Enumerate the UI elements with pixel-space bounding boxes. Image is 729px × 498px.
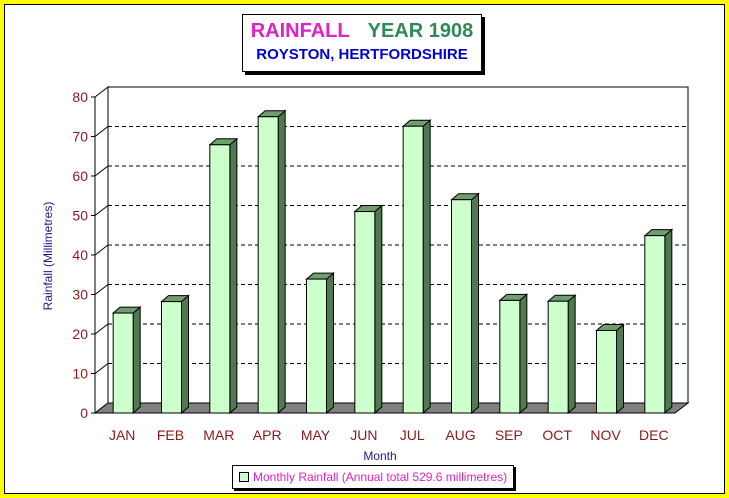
bar	[643, 228, 674, 415]
bar-side	[326, 272, 334, 415]
y-tick-label: 20	[72, 326, 88, 342]
bar	[208, 137, 239, 415]
y-tick-label: 80	[72, 89, 88, 105]
bar-side	[229, 137, 238, 415]
bar-side	[471, 192, 479, 415]
x-tick-label: MAY	[301, 427, 331, 443]
gridline-side	[94, 126, 109, 137]
bars	[111, 109, 674, 415]
bar-side	[664, 228, 673, 415]
bar-face	[499, 299, 521, 414]
bar-face	[209, 144, 231, 414]
y-tick-label: 70	[72, 129, 88, 145]
y-tick-label: 50	[72, 208, 88, 224]
y-tick-label: 60	[72, 168, 88, 184]
y-axis-ticks: 0 10 20 30 40 50 60 70 80	[72, 89, 96, 421]
bar	[256, 109, 287, 415]
x-tick-label: NOV	[590, 427, 621, 443]
bar-side	[132, 305, 141, 415]
bar	[353, 204, 384, 415]
gridline-side	[94, 363, 109, 374]
bar-side	[181, 294, 189, 415]
bar-side	[519, 293, 528, 415]
chart-subtitle: ROYSTON, HERTFORDSHIRE	[256, 46, 468, 63]
legend: Monthly Rainfall (Annual total 529.6 mil…	[232, 465, 515, 489]
x-tick-label: AUG	[445, 427, 475, 443]
x-tick-label: JUN	[350, 427, 377, 443]
legend-swatch	[239, 472, 249, 482]
x-tick-label: JUL	[400, 427, 425, 443]
x-axis-labels: JAN FEB MAR APR MAY JUN JUL AUG SEP OCT NOV DEC	[109, 427, 669, 443]
floor	[93, 402, 690, 414]
bar	[160, 294, 190, 415]
x-axis-title: Month	[363, 449, 396, 463]
y-tick-label: 0	[80, 405, 88, 421]
chart-title: RAINFALL YEAR 1908	[243, 20, 481, 43]
chart-title-year: YEAR 1908	[367, 20, 474, 42]
bar-face	[257, 116, 279, 414]
y-tick-label: 40	[72, 247, 88, 263]
bar-face	[402, 125, 424, 414]
y-tick-label: 10	[72, 366, 88, 382]
chart-title-box: RAINFALL YEAR 1908 ROYSTON, HERTFORDSHIRE	[242, 14, 482, 72]
gridline-side	[94, 284, 109, 295]
bar	[305, 272, 335, 415]
bar-side	[422, 119, 431, 415]
gridline-side	[94, 165, 109, 177]
x-tick-label: APR	[253, 427, 282, 443]
x-tick-label: OCT	[542, 427, 572, 443]
bar-face	[451, 199, 472, 414]
bar-face	[306, 278, 327, 414]
bar	[450, 192, 480, 415]
bar-face	[112, 312, 134, 414]
bar-side	[616, 323, 624, 415]
x-tick-label: FEB	[157, 427, 184, 443]
chart-floor	[93, 402, 690, 414]
bar-face	[547, 300, 569, 414]
bar-side	[567, 294, 576, 415]
bar-face	[161, 301, 182, 414]
chart-title-rainfall: RAINFALL	[250, 20, 350, 42]
gridline-side	[94, 244, 109, 256]
x-tick-label: JAN	[109, 427, 135, 443]
bar	[498, 293, 529, 415]
bar	[546, 294, 577, 415]
bar	[595, 323, 625, 415]
gridline-side	[94, 323, 109, 335]
y-tick-label: 30	[72, 287, 88, 303]
x-tick-label: SEP	[495, 427, 523, 443]
gridlines	[94, 126, 688, 374]
y-axis-title: Rainfall (Millimetres)	[41, 202, 55, 311]
bar	[111, 305, 142, 415]
legend-label: Monthly Rainfall (Annual total 529.6 mil…	[253, 470, 508, 484]
bar-face	[644, 235, 666, 414]
gridline-side	[94, 205, 109, 216]
bar-face	[596, 329, 617, 414]
x-tick-label: MAR	[203, 427, 234, 443]
bar-side	[277, 109, 286, 415]
x-tick-label: DEC	[639, 427, 669, 443]
bar-face	[354, 211, 376, 414]
bar-side	[374, 204, 383, 415]
bar	[401, 119, 432, 415]
